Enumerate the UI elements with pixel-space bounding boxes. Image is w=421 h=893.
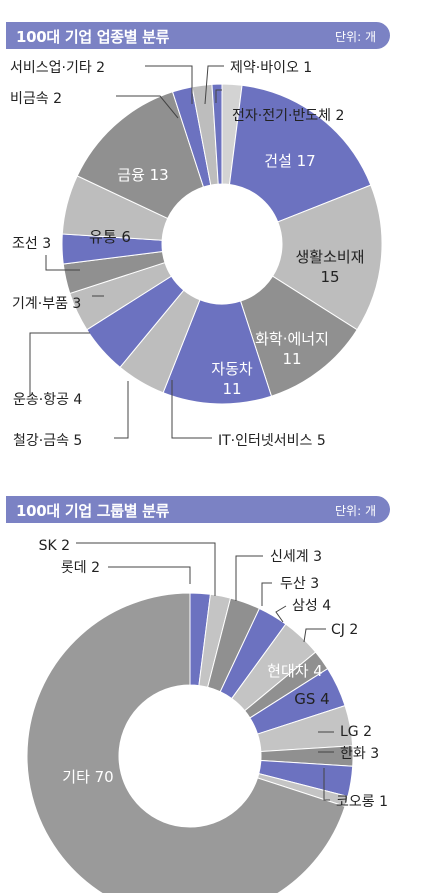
slice-label-0-8: 기계·부품 3 xyxy=(12,296,81,312)
leader-line-1-1 xyxy=(76,542,216,596)
slice-0-14 xyxy=(211,83,223,185)
industry-chart-header: 100대 기업 업종별 분류 단위: 개 xyxy=(6,22,390,49)
slice-label-1-6: 현대차 4 xyxy=(267,662,323,680)
industry-chart-title: 100대 기업 업종별 분류 xyxy=(16,28,170,46)
leader-line-1-5 xyxy=(303,628,326,643)
slice-label-0-9: 조선 3 xyxy=(12,236,51,252)
slice-1-11 xyxy=(26,592,346,893)
leader-line-1-10 xyxy=(323,768,330,801)
group-chart-unit: 단위: 개 xyxy=(335,504,376,518)
leader-line-0-7 xyxy=(29,332,90,396)
slice-label-1-5: CJ 2 xyxy=(331,622,358,638)
leader-line-1-4 xyxy=(275,605,287,623)
slice-label-1-0: 롯데 2 xyxy=(61,560,100,576)
slice-label-0-2: 생활소비재 15 xyxy=(295,248,364,286)
slice-label-1-11: 기타 70 xyxy=(62,768,113,786)
slice-label-1-9: 한화 3 xyxy=(340,746,379,762)
leader-line-1-2 xyxy=(235,555,263,601)
slice-label-0-10: 유통 6 xyxy=(89,228,131,246)
slice-label-1-8: LG 2 xyxy=(340,724,372,740)
leader-line-0-5 xyxy=(171,380,212,439)
slice-label-1-4: 삼성 4 xyxy=(292,598,331,614)
group-chart-title: 100대 기업 그룹별 분류 xyxy=(16,502,170,520)
leader-line-1-3 xyxy=(261,582,272,606)
slice-label-0-12: 비금속 2 xyxy=(10,91,62,107)
leader-line-0-6 xyxy=(114,381,129,439)
slice-label-0-7: 운송·항공 4 xyxy=(13,392,82,408)
slice-label-0-4: 자동차 11 xyxy=(211,360,253,398)
leader-line-0-13 xyxy=(145,65,193,104)
leader-line-1-0 xyxy=(108,566,191,584)
slice-label-0-13: 서비스업·기타 2 xyxy=(10,60,105,76)
leader-line-0-12 xyxy=(116,95,179,119)
slice-label-0-6: 철강·금속 5 xyxy=(13,433,82,446)
slice-label-0-11: 금융 13 xyxy=(117,166,168,184)
slice-label-1-10: 코오롱 1 xyxy=(336,794,388,810)
slice-label-1-1: SK 2 xyxy=(39,538,70,554)
leader-line-0-0 xyxy=(215,89,222,103)
slice-label-0-14: 제약·바이오 1 xyxy=(230,60,312,76)
leader-line-0-14 xyxy=(204,65,224,105)
industry-chart-panel: 100대 기업 업종별 분류 단위: 개 전자·전기·반도체 2 건설 17 생활소… xyxy=(0,0,421,446)
slice-label-1-2: 신세계 3 xyxy=(270,549,322,565)
industry-chart-unit: 단위: 개 xyxy=(335,30,376,44)
slice-label-1-7: GS 4 xyxy=(294,690,329,708)
slice-label-0-5: IT·인터넷서비스 5 xyxy=(218,433,326,446)
group-donut-chart: 롯데 2 SK 2 신세계 3 두산 3 삼성 4CJ 2 현대차 4 GS 4 LG 2 한화… xyxy=(26,538,388,893)
leader-line-0-9 xyxy=(45,255,80,271)
slice-label-0-3: 화학·에너지 11 xyxy=(255,330,329,368)
slice-0-2 xyxy=(271,184,383,331)
slice-0-1 xyxy=(228,84,372,223)
slice-label-1-3: 두산 3 xyxy=(280,576,319,592)
group-chart-panel: 100대 기업 그룹별 분류 단위: 개 롯데 2 SK 2 신세계 3 두산 3 삼성… xyxy=(0,446,421,893)
slice-0-11 xyxy=(76,91,205,220)
slice-label-0-0: 전자·전기·반도체 2 xyxy=(232,108,344,124)
slice-label-0-1: 건설 17 xyxy=(264,152,315,170)
group-chart-header: 100대 기업 그룹별 분류 단위: 개 xyxy=(6,496,390,523)
